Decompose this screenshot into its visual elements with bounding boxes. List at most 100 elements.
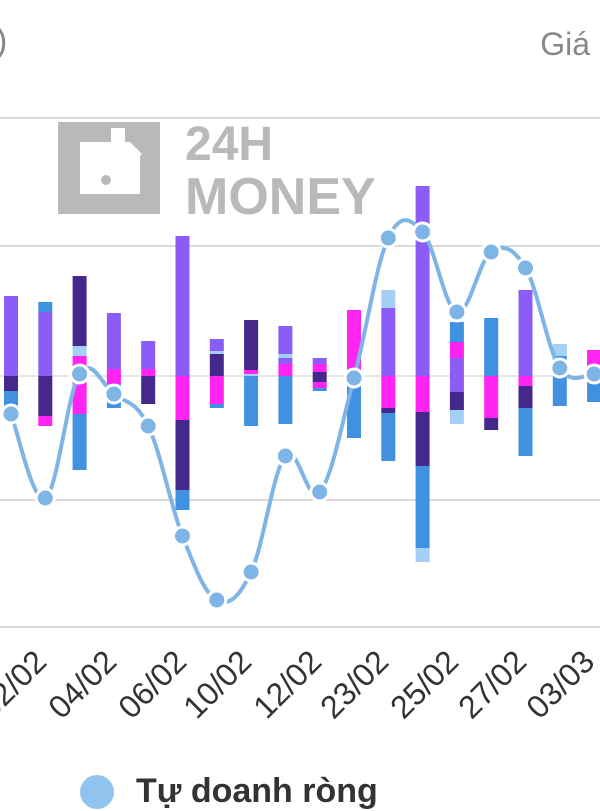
bar-segment bbox=[381, 290, 396, 308]
line-point bbox=[480, 241, 502, 263]
line-point bbox=[274, 445, 296, 467]
watermark-logo: 24H MONEY bbox=[58, 118, 376, 226]
line-point bbox=[583, 363, 600, 385]
x-axis-labels: 02/0204/0206/0210/0212/0223/0225/0227/02… bbox=[0, 643, 600, 725]
line-point bbox=[446, 301, 468, 323]
line-point bbox=[34, 487, 56, 509]
line-point bbox=[343, 367, 365, 389]
bar-segment bbox=[175, 236, 190, 376]
line-path bbox=[9, 218, 595, 604]
bars bbox=[4, 186, 600, 562]
line-point bbox=[172, 525, 193, 547]
watermark-text-line2: MONEY bbox=[185, 168, 376, 226]
bar-segment bbox=[4, 376, 18, 391]
bar-segment bbox=[381, 413, 396, 461]
line-point bbox=[309, 481, 331, 503]
bar-segment bbox=[278, 376, 293, 424]
bar-segment bbox=[449, 392, 464, 410]
bar-segment bbox=[106, 369, 121, 376]
bar-segment bbox=[449, 410, 464, 424]
bar-segment bbox=[415, 186, 430, 376]
bar-stack bbox=[141, 341, 156, 404]
line-point bbox=[0, 403, 22, 425]
line-series bbox=[0, 218, 600, 611]
bar-stack bbox=[175, 236, 190, 510]
bar-segment bbox=[278, 364, 293, 376]
x-tick-label: 06/02 bbox=[111, 643, 193, 725]
bar-segment bbox=[141, 369, 156, 376]
bar-segment bbox=[141, 341, 156, 369]
price-label: Giá bbox=[540, 26, 590, 62]
line-point bbox=[206, 589, 228, 611]
bar-segment bbox=[449, 342, 464, 358]
bar-segment bbox=[278, 358, 293, 364]
legend: Tự doanh ròng bbox=[80, 772, 378, 811]
x-tick-label: 03/03 bbox=[519, 643, 600, 725]
bar-segment bbox=[278, 326, 293, 354]
bar-stack bbox=[278, 326, 293, 424]
line-point bbox=[69, 363, 91, 385]
bar-segment bbox=[278, 354, 293, 358]
header-left-text: ) bbox=[0, 22, 7, 61]
bar-segment bbox=[552, 376, 567, 406]
bar-segment bbox=[38, 302, 53, 312]
bar-segment bbox=[312, 358, 327, 364]
bar-segment bbox=[38, 376, 53, 416]
bar-stack bbox=[449, 322, 464, 424]
line-point bbox=[515, 257, 536, 279]
bar-segment bbox=[449, 322, 464, 342]
bar-segment bbox=[381, 376, 396, 408]
line-point bbox=[549, 357, 571, 379]
bar-segment bbox=[415, 412, 430, 466]
bar-stack bbox=[209, 339, 224, 408]
bar-segment bbox=[209, 339, 224, 351]
x-tick-label: 02/02 bbox=[0, 643, 53, 725]
legend-marker bbox=[80, 774, 114, 809]
bar-segment bbox=[415, 466, 430, 548]
x-tick-label: 12/02 bbox=[246, 643, 328, 725]
legend-label: Tự doanh ròng bbox=[136, 772, 378, 810]
bar-segment bbox=[518, 290, 533, 376]
bar-segment bbox=[449, 358, 464, 376]
bar-stack bbox=[484, 318, 499, 430]
bar-segment bbox=[244, 374, 259, 376]
x-tick-label: 10/02 bbox=[176, 643, 258, 725]
bar-segment bbox=[72, 414, 87, 470]
bar-segment bbox=[484, 318, 499, 376]
bar-stack bbox=[244, 320, 259, 426]
bar-segment bbox=[484, 418, 499, 430]
line-point bbox=[240, 561, 262, 583]
bar-segment bbox=[106, 376, 121, 384]
line-point bbox=[412, 221, 434, 243]
x-tick-label: 23/02 bbox=[313, 643, 395, 725]
x-tick-label: 04/02 bbox=[41, 643, 123, 725]
bar-segment bbox=[449, 376, 464, 392]
bar-segment bbox=[38, 416, 53, 426]
bar-segment bbox=[312, 382, 327, 388]
bar-segment bbox=[244, 376, 259, 426]
bar-segment bbox=[141, 376, 156, 404]
line-point bbox=[377, 227, 399, 249]
bar-segment bbox=[4, 296, 18, 376]
bar-stack bbox=[381, 290, 396, 461]
bar-segment bbox=[381, 408, 396, 413]
bar-segment bbox=[484, 376, 499, 418]
gridlines bbox=[0, 117, 600, 628]
bar-segment bbox=[518, 408, 533, 456]
bar-segment bbox=[72, 276, 87, 346]
line-point bbox=[137, 415, 159, 437]
bar-segment bbox=[347, 390, 361, 438]
watermark-text-line1: 24H bbox=[185, 118, 273, 171]
bar-stack bbox=[38, 302, 53, 426]
bar-segment bbox=[209, 351, 224, 354]
bar-segment bbox=[72, 346, 87, 356]
bar-stack bbox=[312, 358, 327, 391]
bar-segment bbox=[175, 376, 190, 420]
bar-segment bbox=[552, 344, 567, 356]
bar-segment bbox=[175, 420, 190, 490]
bar-segment bbox=[415, 548, 430, 562]
bar-segment bbox=[38, 312, 53, 376]
bar-segment bbox=[244, 320, 259, 370]
x-tick-label: 25/02 bbox=[383, 643, 465, 725]
